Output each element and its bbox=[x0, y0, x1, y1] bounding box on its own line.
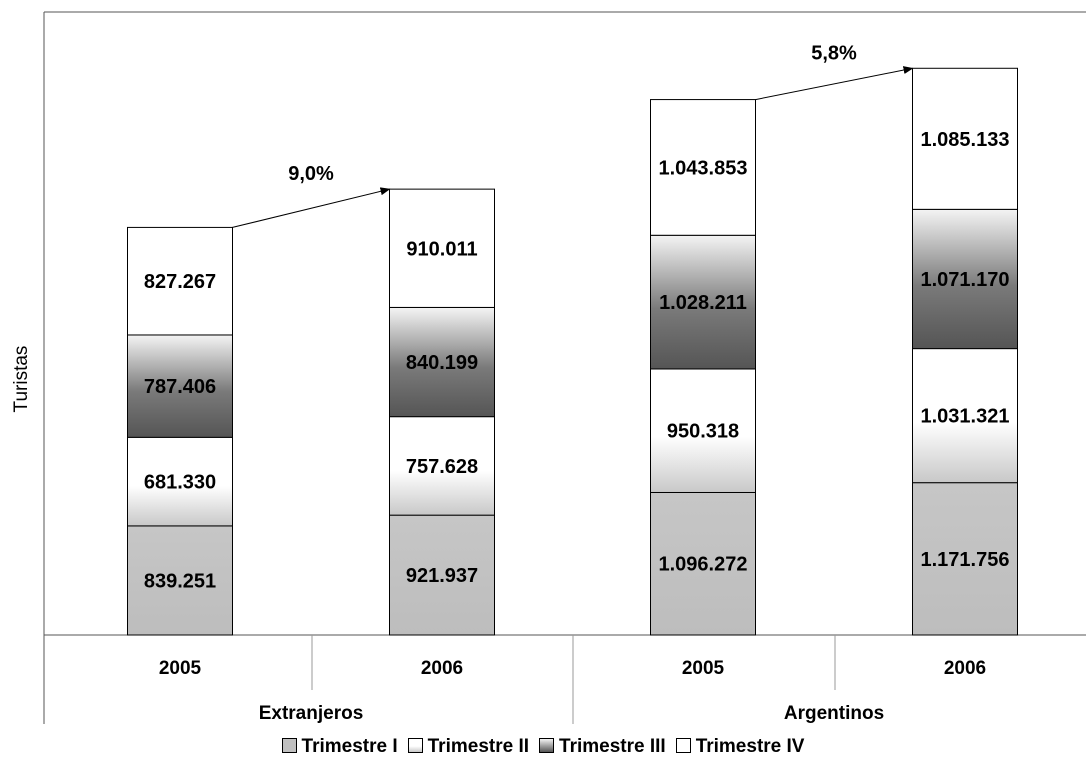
growth-annotation: 9,0% bbox=[288, 163, 334, 185]
legend-swatch-trimestre-i bbox=[281, 738, 297, 753]
legend-label-trimestre-iv: Trimestre IV bbox=[695, 736, 805, 757]
chart-legend: Trimestre I Trimestre II Trimestre III Trim… bbox=[0, 736, 1086, 758]
legend-label-trimestre-iii: Trimestre III bbox=[559, 736, 666, 757]
data-label-trimestre-iv: 1.043.853 bbox=[659, 157, 748, 179]
x-tick-label: 2006 bbox=[944, 658, 986, 679]
data-label-trimestre-iv: 827.267 bbox=[144, 271, 216, 293]
bar-segment-trimestre-ii-extranjeros-2005 bbox=[127, 436, 233, 527]
legend-item-trimestre-iii: Trimestre III bbox=[539, 736, 666, 758]
bar-segment-trimestre-iii-extranjeros-2006 bbox=[389, 306, 495, 418]
data-label-trimestre-ii: 681.330 bbox=[144, 472, 216, 494]
y-axis-label: Turistas bbox=[11, 345, 32, 413]
bar-segment-trimestre-iii-extranjeros-2005 bbox=[127, 334, 233, 438]
growth-arrow bbox=[755, 66, 914, 101]
data-label-trimestre-iv: 1.085.133 bbox=[921, 129, 1010, 151]
data-label-trimestre-iii: 1.071.170 bbox=[921, 269, 1010, 291]
bar-segment-trimestre-iv-argentinos-2005 bbox=[650, 99, 756, 236]
bar-segment-trimestre-i-extranjeros-2005 bbox=[127, 525, 233, 636]
y-axis-label-box: Turistas bbox=[4, 340, 34, 420]
data-label-trimestre-ii: 950.318 bbox=[667, 421, 739, 443]
bar-segment-trimestre-i-extranjeros-2006 bbox=[389, 514, 495, 636]
bar-segment-trimestre-iii-argentinos-2005 bbox=[650, 234, 756, 370]
data-label-trimestre-iii: 840.199 bbox=[406, 352, 478, 374]
legend-swatch-trimestre-iv bbox=[675, 738, 691, 753]
data-label-trimestre-i: 1.096.272 bbox=[659, 554, 748, 576]
group-label-argentinos: Argentinos bbox=[784, 703, 884, 724]
legend-swatch-trimestre-ii bbox=[407, 738, 423, 753]
data-label-trimestre-iii: 787.406 bbox=[144, 376, 216, 398]
legend-item-trimestre-i: Trimestre I bbox=[281, 736, 398, 758]
bar-segment-trimestre-ii-argentinos-2006 bbox=[912, 348, 1018, 484]
x-tick-label: 2005 bbox=[682, 658, 725, 679]
legend-label-trimestre-ii: Trimestre II bbox=[427, 736, 530, 757]
x-tick-label: 2006 bbox=[421, 658, 463, 679]
bar-segment-trimestre-ii-argentinos-2005 bbox=[650, 368, 756, 493]
legend-swatch-trimestre-iii bbox=[539, 738, 555, 753]
legend-item-trimestre-iv: Trimestre IV bbox=[675, 736, 805, 758]
bar-segment-trimestre-iv-extranjeros-2005 bbox=[127, 226, 233, 336]
data-label-trimestre-i: 839.251 bbox=[144, 570, 216, 592]
bar-segment-trimestre-iv-extranjeros-2006 bbox=[389, 188, 495, 308]
growth-arrow bbox=[232, 187, 391, 228]
group-label-extranjeros: Extranjeros bbox=[259, 703, 364, 724]
data-label-trimestre-iii: 1.028.211 bbox=[659, 292, 747, 314]
x-axis-separators bbox=[311, 635, 836, 724]
data-label-trimestre-ii: 757.628 bbox=[406, 456, 478, 478]
bar-segment-trimestre-iii-argentinos-2006 bbox=[912, 208, 1018, 350]
data-label-trimestre-ii: 1.031.321 bbox=[921, 406, 1010, 428]
data-label-trimestre-i: 921.937 bbox=[406, 565, 478, 587]
bar-segment-trimestre-ii-extranjeros-2006 bbox=[389, 416, 495, 516]
bar-segment-trimestre-iv-argentinos-2006 bbox=[912, 67, 1018, 210]
growth-annotation: 5,8% bbox=[811, 42, 857, 64]
bar-segment-trimestre-i-argentinos-2005 bbox=[650, 491, 756, 636]
x-tick-label: 2005 bbox=[159, 658, 202, 679]
legend-item-trimestre-ii: Trimestre II bbox=[407, 736, 530, 758]
data-label-trimestre-iv: 910.011 bbox=[406, 238, 477, 260]
data-label-trimestre-i: 1.171.756 bbox=[921, 549, 1010, 571]
legend-label-trimestre-i: Trimestre I bbox=[301, 736, 398, 757]
bar-segment-trimestre-i-argentinos-2006 bbox=[912, 482, 1018, 636]
